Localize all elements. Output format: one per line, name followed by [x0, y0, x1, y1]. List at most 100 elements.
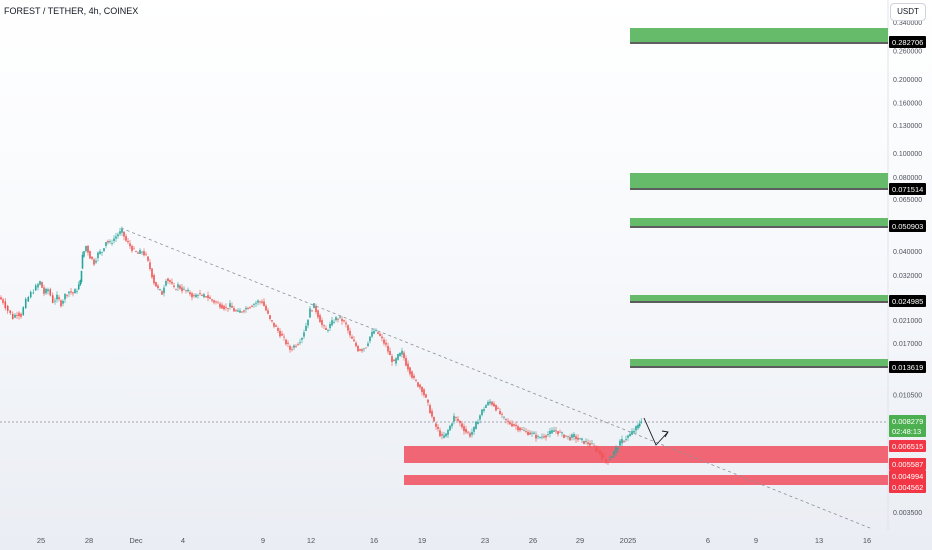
- candle-body: [137, 252, 139, 254]
- candle-body: [34, 285, 37, 291]
- candle-body: [507, 420, 509, 422]
- candle-body: [627, 435, 629, 438]
- candle-body: [49, 289, 52, 296]
- candle-body: [587, 442, 589, 445]
- time-tick-13: 9: [754, 536, 758, 545]
- candle-body: [95, 260, 97, 263]
- candle-body: [345, 322, 347, 325]
- candle-body: [335, 317, 337, 321]
- price-tick-0: 0.340000: [893, 20, 922, 27]
- candle-body: [39, 281, 41, 285]
- candle-body: [155, 281, 157, 287]
- currency-button[interactable]: USDT: [890, 3, 926, 21]
- candle-body: [243, 310, 245, 312]
- candle-body: [51, 295, 54, 303]
- time-tick-10: 29: [576, 536, 584, 545]
- candle-body: [56, 294, 58, 300]
- candle-body: [621, 439, 623, 444]
- candle-body: [145, 253, 147, 255]
- projection-path[interactable]: [643, 417, 669, 446]
- candle-body: [185, 290, 187, 292]
- candle-body: [291, 349, 293, 351]
- candle-body: [169, 280, 171, 282]
- candle-body: [191, 293, 193, 298]
- candle-body: [353, 339, 355, 342]
- candle-body: [321, 320, 323, 326]
- candle-body: [597, 449, 599, 451]
- resistance-price-tag-3: [889, 295, 926, 307]
- candle-body: [441, 434, 443, 436]
- candle-body: [45, 288, 47, 294]
- time-tick-9: 26: [529, 536, 537, 545]
- current-price-tag: [889, 415, 926, 437]
- candle-body: [497, 407, 499, 409]
- candle-body: [619, 440, 621, 446]
- time-tick-14: 13: [815, 536, 823, 545]
- candle-body: [163, 287, 165, 294]
- candle-body: [519, 427, 521, 431]
- candle-body: [451, 423, 453, 427]
- candle-body: [485, 405, 487, 408]
- candle-body: [171, 281, 173, 284]
- candle-body: [553, 430, 555, 432]
- candle-body: [559, 431, 561, 433]
- candle-body: [297, 344, 299, 346]
- candle-body: [221, 304, 223, 309]
- candle-body: [638, 423, 641, 427]
- time-tick-0: 25: [37, 536, 45, 545]
- candle-body: [503, 416, 505, 418]
- candle-body: [229, 303, 231, 307]
- candle-body: [139, 250, 141, 254]
- time-tick-2: Dec: [129, 536, 143, 545]
- resistance-price-label-4: 0.013619: [892, 363, 923, 372]
- resistance-price-tag-2: [889, 220, 926, 232]
- candle-body: [255, 302, 257, 304]
- candle-body: [385, 342, 387, 345]
- candle-body: [215, 301, 217, 303]
- support-price-tag-0: [889, 440, 926, 452]
- candle-body: [175, 289, 177, 291]
- resistance-price-tag-4: [889, 361, 926, 373]
- resistance-price-label-2: 0.050903: [892, 222, 923, 231]
- candle-body: [339, 316, 341, 318]
- candle-body: [573, 434, 575, 438]
- candle-body: [427, 399, 429, 403]
- candle-body: [391, 356, 393, 362]
- candle-body: [307, 319, 309, 326]
- candle-body: [389, 350, 391, 356]
- candle-body: [235, 310, 237, 312]
- candle-body: [541, 436, 543, 438]
- candle-body: [481, 409, 483, 416]
- candle-body: [14, 314, 16, 318]
- countdown-label: 02:48:13: [892, 427, 921, 436]
- candle-body: [207, 295, 209, 299]
- candle-body: [225, 306, 227, 308]
- candle-body: [589, 443, 591, 446]
- candle-body: [179, 285, 181, 289]
- candle-body: [313, 303, 315, 309]
- candle-body: [505, 418, 507, 420]
- candle-body: [575, 436, 577, 440]
- candle-body: [511, 423, 513, 427]
- candle-body: [2, 299, 4, 303]
- candle-body: [459, 420, 461, 424]
- price-tick-7: 0.065000: [893, 197, 922, 204]
- candle-body: [6, 305, 9, 311]
- candle-body: [419, 384, 421, 388]
- candle-body: [149, 262, 151, 269]
- candle-body: [565, 435, 567, 437]
- candle-body: [455, 416, 457, 418]
- candle-body: [47, 289, 49, 292]
- candle-body: [431, 410, 433, 417]
- support-price-label-0: 0.006515: [892, 442, 923, 451]
- trendline[interactable]: [120, 227, 871, 529]
- candle-body: [119, 231, 121, 234]
- candle-body: [425, 394, 427, 398]
- candle-body: [99, 251, 101, 254]
- candle-body: [161, 291, 163, 295]
- candle-body: [271, 320, 273, 322]
- candle-body: [93, 259, 95, 265]
- candle-body: [457, 418, 459, 421]
- price-tick-13: 0.010500: [893, 392, 922, 399]
